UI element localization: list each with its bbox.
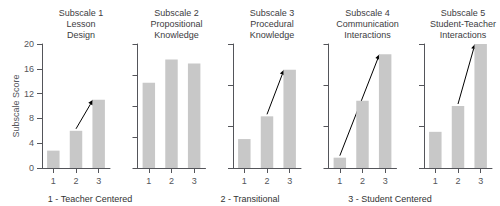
- svg-text:2: 2: [73, 176, 78, 186]
- svg-text:Student-Teacher: Student-Teacher: [430, 19, 496, 29]
- svg-text:1: 1: [242, 176, 247, 186]
- svg-text:Propositional: Propositional: [150, 19, 202, 29]
- svg-text:3: 3: [192, 176, 197, 186]
- svg-text:1 - Teacher Centered: 1 - Teacher Centered: [48, 194, 132, 204]
- svg-text:2 - Transitional: 2 - Transitional: [220, 194, 279, 204]
- svg-text:3: 3: [383, 176, 388, 186]
- svg-text:3: 3: [96, 176, 101, 186]
- svg-text:1: 1: [337, 176, 342, 186]
- svg-text:16: 16: [24, 64, 34, 74]
- svg-text:Knowledge: Knowledge: [250, 30, 295, 40]
- svg-text:Procedural: Procedural: [250, 19, 294, 29]
- svg-text:Interactions: Interactions: [344, 30, 391, 40]
- svg-text:4: 4: [29, 138, 34, 148]
- svg-text:Design: Design: [67, 30, 95, 40]
- svg-text:Subscale 4: Subscale 4: [345, 8, 390, 18]
- svg-text:1: 1: [146, 176, 151, 186]
- svg-text:3: 3: [287, 176, 292, 186]
- svg-text:2: 2: [169, 176, 174, 186]
- svg-text:20: 20: [24, 39, 34, 49]
- svg-text:1: 1: [51, 176, 56, 186]
- svg-text:Lesson: Lesson: [66, 19, 95, 29]
- svg-text:Subscale Score: Subscale Score: [11, 74, 21, 137]
- svg-text:Communication: Communication: [336, 19, 399, 29]
- svg-text:2: 2: [455, 176, 460, 186]
- svg-text:3: 3: [478, 176, 483, 186]
- svg-text:Subscale 5: Subscale 5: [441, 8, 486, 18]
- svg-text:Subscale 1: Subscale 1: [59, 8, 104, 18]
- svg-text:3 - Student Centered: 3 - Student Centered: [348, 194, 432, 204]
- svg-text:Subscale 3: Subscale 3: [250, 8, 295, 18]
- svg-text:Interactions: Interactions: [440, 30, 487, 40]
- svg-text:0: 0: [29, 163, 34, 173]
- svg-text:1: 1: [433, 176, 438, 186]
- svg-text:2: 2: [360, 176, 365, 186]
- svg-text:12: 12: [24, 89, 34, 99]
- svg-text:Subscale 2: Subscale 2: [154, 8, 199, 18]
- svg-text:Knowledge: Knowledge: [154, 30, 199, 40]
- svg-text:2: 2: [264, 176, 269, 186]
- svg-text:8: 8: [29, 113, 34, 123]
